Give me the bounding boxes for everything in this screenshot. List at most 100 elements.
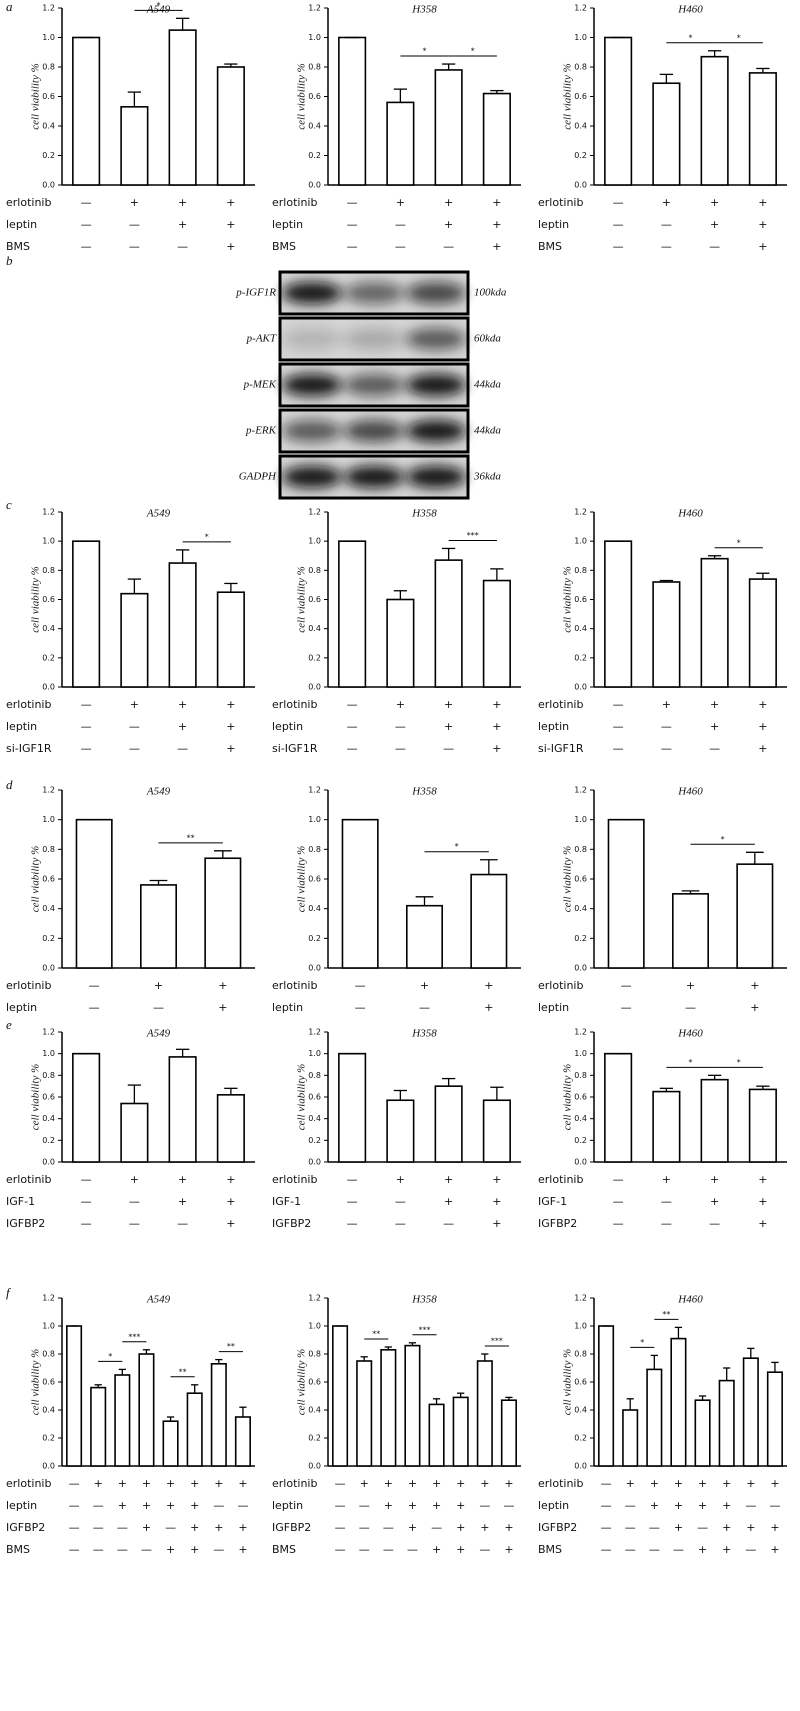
bar bbox=[341, 818, 379, 969]
significance-label: ** bbox=[662, 1310, 670, 1319]
condition-mark: — bbox=[613, 698, 624, 711]
condition-mark: — bbox=[613, 218, 624, 231]
condition-mark: — bbox=[443, 1217, 454, 1230]
y-tick-label: 0.6 bbox=[308, 92, 321, 101]
condition-label: BMS bbox=[538, 1543, 562, 1556]
error-bar bbox=[745, 851, 764, 865]
condition-mark: — bbox=[93, 1499, 104, 1512]
condition-mark: + bbox=[710, 218, 719, 231]
bar bbox=[736, 863, 774, 969]
condition-mark: + bbox=[444, 1195, 453, 1208]
condition-mark: + bbox=[384, 1499, 393, 1512]
condition-mark: — bbox=[81, 1173, 92, 1186]
condition-label: leptin bbox=[272, 720, 303, 733]
blot-band bbox=[278, 408, 470, 454]
error-bar bbox=[408, 1342, 417, 1346]
condition-label: erlotinib bbox=[538, 979, 583, 992]
condition-mark: + bbox=[710, 698, 719, 711]
condition-mark: + bbox=[190, 1543, 199, 1556]
condition-label: BMS bbox=[538, 240, 562, 253]
significance-label: ** bbox=[372, 1330, 380, 1339]
chart-title: H358 bbox=[411, 4, 437, 16]
condition-label: leptin bbox=[538, 1499, 569, 1512]
error-bar bbox=[127, 578, 142, 594]
y-tick-label: 0.8 bbox=[574, 845, 587, 854]
significance-label: *** bbox=[128, 1332, 140, 1341]
band-name: GADPH bbox=[239, 471, 277, 483]
condition-mark: + bbox=[758, 1173, 767, 1186]
y-tick-label: 1.2 bbox=[42, 4, 55, 13]
y-tick-label: 0.4 bbox=[308, 1406, 321, 1415]
condition-mark: + bbox=[674, 1499, 683, 1512]
error-bar bbox=[127, 1084, 142, 1104]
y-tick-label: 0.0 bbox=[574, 964, 587, 973]
condition-mark: + bbox=[456, 1477, 465, 1490]
condition-mark: + bbox=[770, 1477, 779, 1490]
condition-mark: + bbox=[166, 1543, 175, 1556]
condition-label: erlotinib bbox=[6, 196, 51, 209]
condition-mark: — bbox=[661, 720, 672, 733]
condition-label: leptin bbox=[272, 218, 303, 231]
condition-mark: — bbox=[69, 1477, 80, 1490]
condition-mark: — bbox=[613, 1173, 624, 1186]
y-tick-label: 0.4 bbox=[42, 624, 55, 633]
condition-mark: — bbox=[335, 1543, 346, 1556]
bar bbox=[670, 1337, 687, 1467]
condition-mark: + bbox=[492, 1173, 501, 1186]
condition-mark: — bbox=[431, 1521, 442, 1534]
chart-title: H358 bbox=[411, 1028, 437, 1040]
condition-label: leptin bbox=[272, 1499, 303, 1512]
condition-mark: + bbox=[142, 1521, 151, 1534]
y-tick-label: 1.2 bbox=[308, 508, 321, 517]
y-tick-label: 0.6 bbox=[308, 595, 321, 604]
y-tick-label: 0.4 bbox=[574, 1406, 587, 1415]
condition-mark: — bbox=[661, 742, 672, 755]
condition-mark: — bbox=[89, 1001, 100, 1014]
condition-mark: + bbox=[226, 698, 235, 711]
y-tick-label: 0.8 bbox=[308, 845, 321, 854]
condition-mark: + bbox=[190, 1477, 199, 1490]
bar bbox=[700, 55, 729, 186]
condition-label: erlotinib bbox=[272, 979, 317, 992]
y-axis-label: cell viability % bbox=[562, 1064, 574, 1131]
y-tick-label: 0.6 bbox=[574, 1378, 587, 1387]
blot-signal bbox=[406, 374, 466, 396]
condition-label: leptin bbox=[538, 720, 569, 733]
blot-signal bbox=[344, 328, 404, 350]
condition-mark: — bbox=[443, 240, 454, 253]
condition-mark: + bbox=[662, 1173, 671, 1186]
y-tick-label: 0.6 bbox=[308, 1093, 321, 1102]
y-axis-label: cell viability % bbox=[296, 63, 308, 130]
error-bar bbox=[479, 859, 498, 875]
y-tick-label: 1.0 bbox=[42, 1322, 55, 1331]
condition-mark: — bbox=[601, 1499, 612, 1512]
condition-mark: + bbox=[142, 1477, 151, 1490]
condition-mark: + bbox=[118, 1499, 127, 1512]
chart-title: A549 bbox=[146, 4, 171, 16]
band-name: p-ERK bbox=[245, 425, 277, 437]
significance-label: * bbox=[471, 47, 475, 56]
condition-label: IGFBP2 bbox=[272, 1521, 311, 1534]
condition-mark: + bbox=[662, 698, 671, 711]
condition-mark: + bbox=[214, 1477, 223, 1490]
condition-mark: + bbox=[492, 698, 501, 711]
y-tick-label: 1.0 bbox=[308, 33, 321, 42]
error-bar bbox=[747, 1347, 755, 1359]
y-tick-label: 1.0 bbox=[308, 1322, 321, 1331]
y-axis-label: cell viability % bbox=[562, 63, 574, 130]
condition-label: BMS bbox=[6, 1543, 30, 1556]
condition-mark: + bbox=[626, 1477, 635, 1490]
condition-mark: — bbox=[745, 1543, 756, 1556]
condition-label: IGFBP2 bbox=[272, 1217, 311, 1230]
bar bbox=[672, 893, 709, 969]
condition-mark: — bbox=[479, 1543, 490, 1556]
y-tick-label: 1.0 bbox=[308, 1049, 321, 1058]
error-bar bbox=[213, 850, 232, 859]
condition-mark: — bbox=[661, 1195, 672, 1208]
y-tick-label: 1.0 bbox=[308, 815, 321, 824]
panel-label: a bbox=[6, 0, 13, 14]
condition-mark: — bbox=[661, 218, 672, 231]
condition-mark: + bbox=[750, 979, 759, 992]
y-tick-label: 1.0 bbox=[42, 537, 55, 546]
condition-mark: — bbox=[129, 240, 140, 253]
